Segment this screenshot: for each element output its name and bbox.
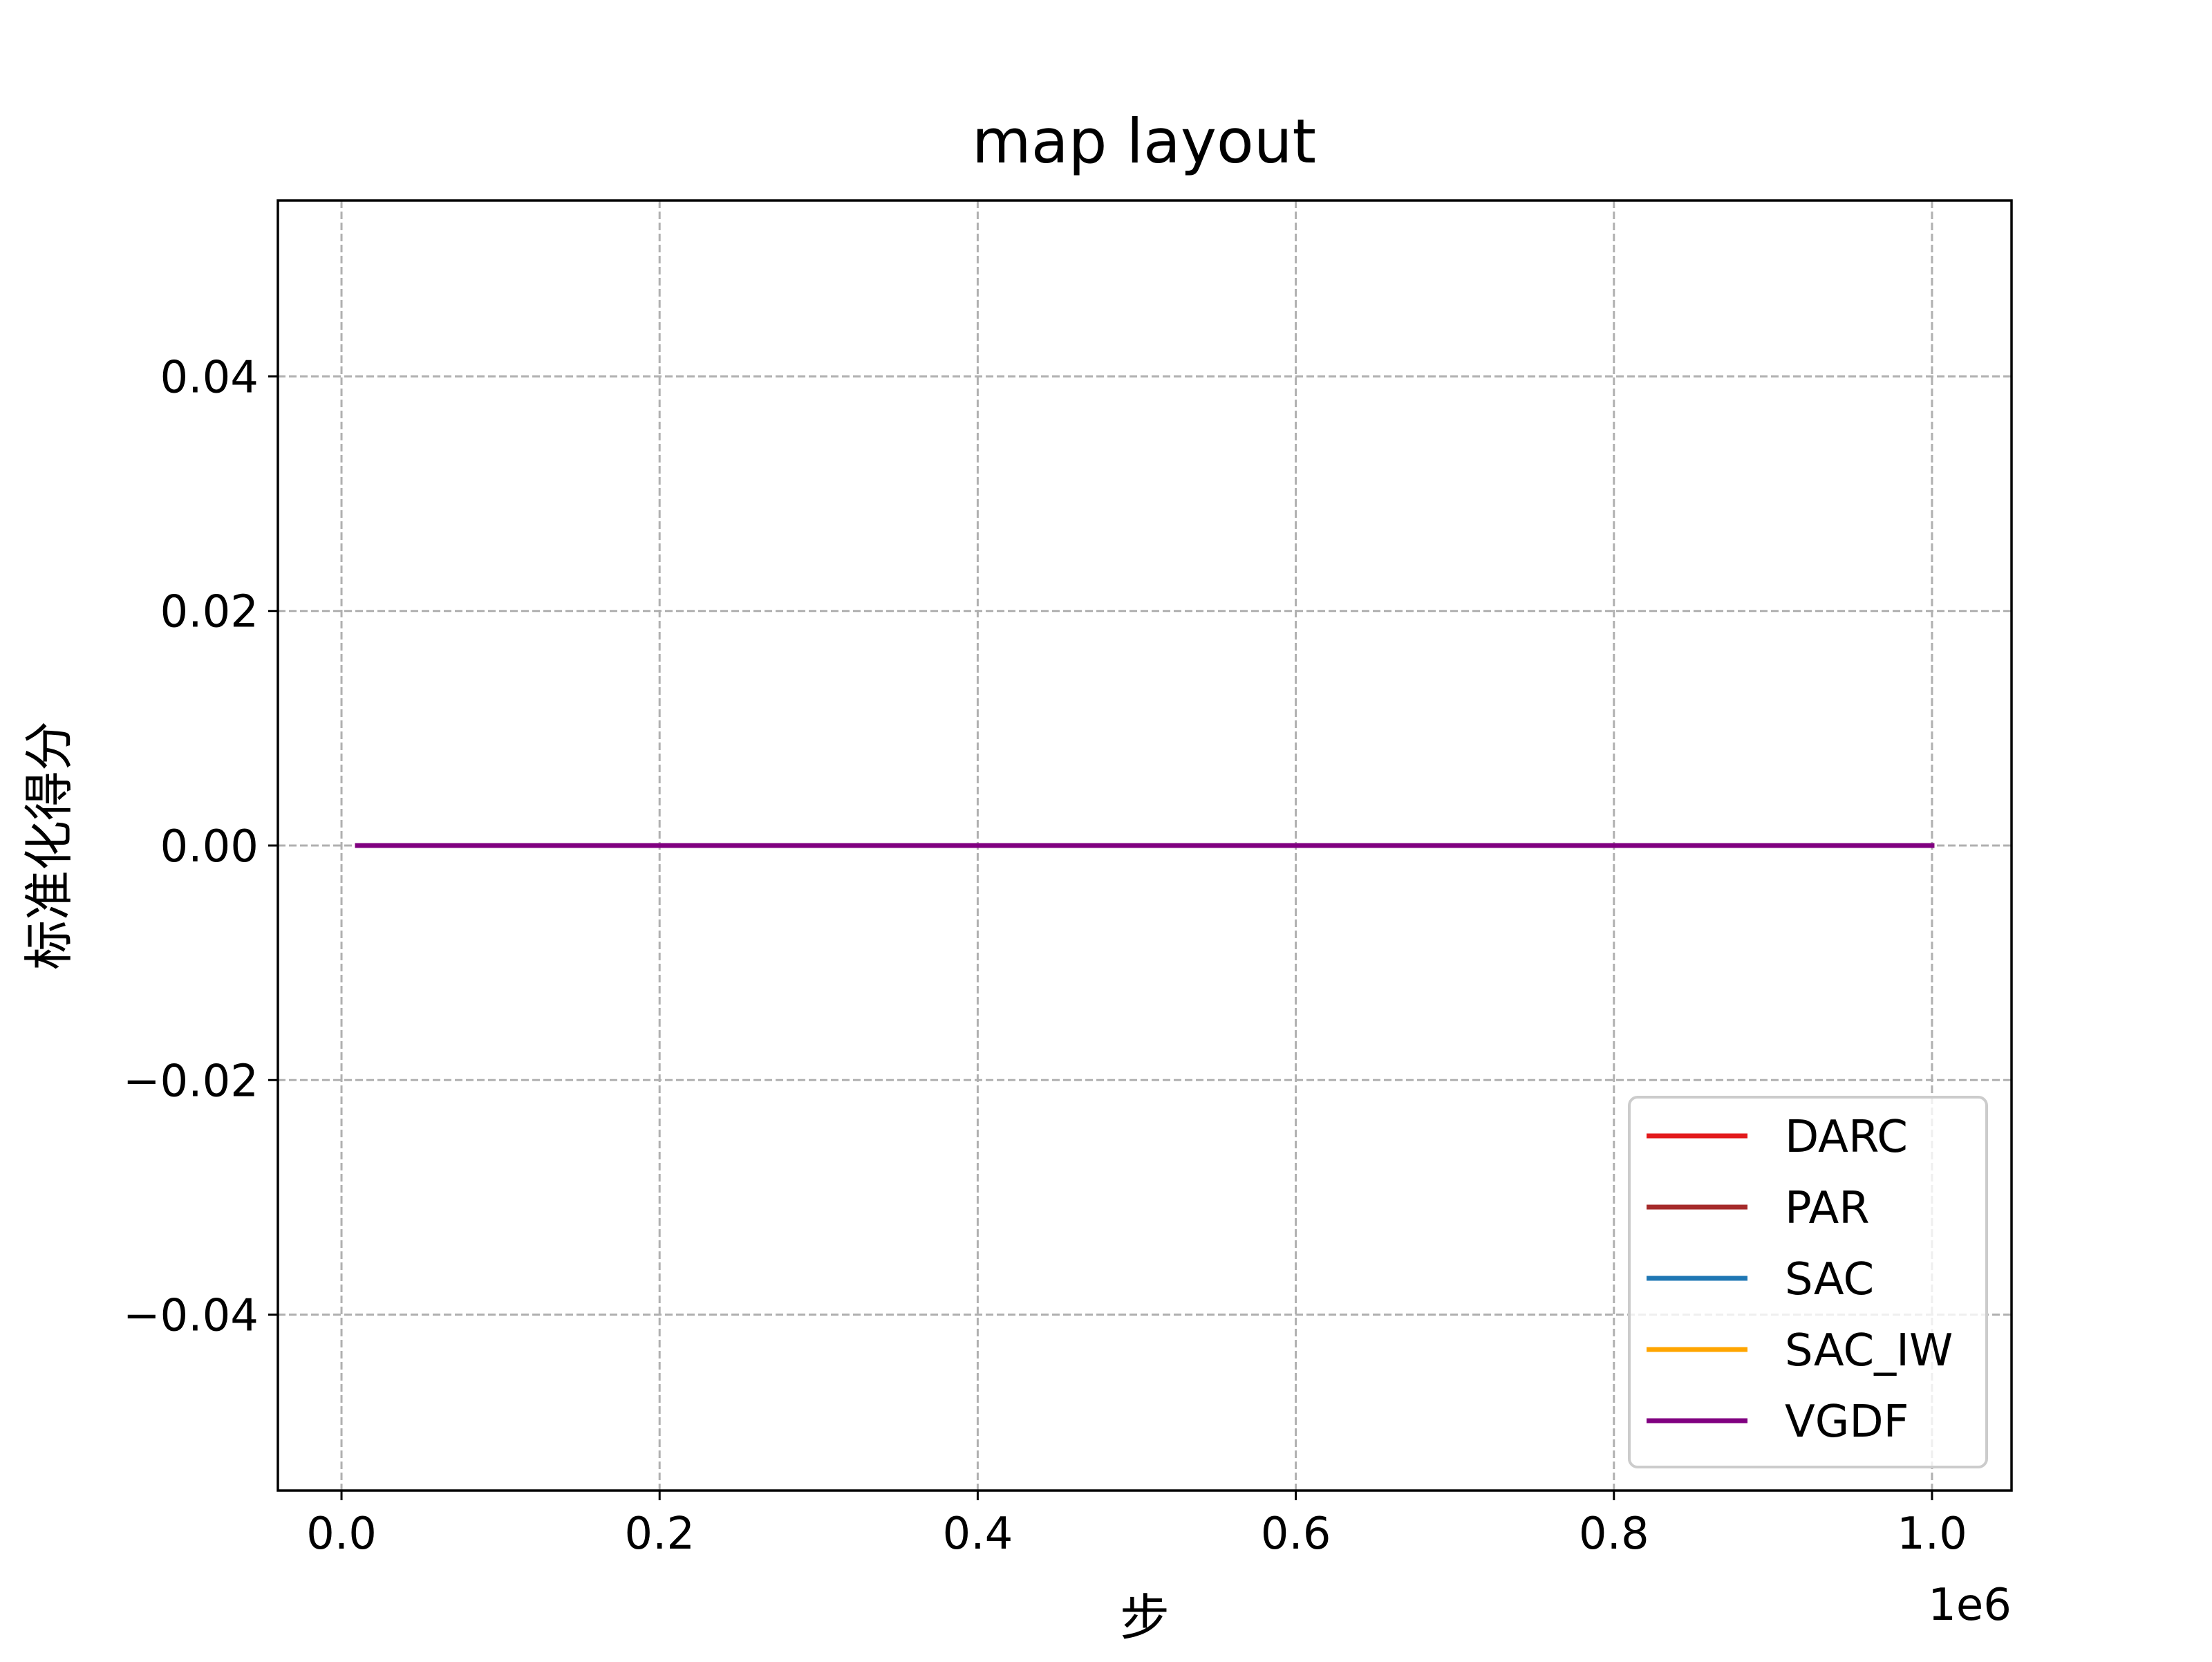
y-tick-label: −0.04 (123, 1291, 259, 1342)
x-axis-label: 步 (1120, 1589, 1170, 1647)
legend-label-sac: SAC (1785, 1254, 1874, 1305)
legend-items: DARC PAR SAC SAC_IW VGDF (1647, 1112, 1953, 1448)
legend-label-vgdf: VGDF (1785, 1397, 1909, 1448)
legend-label-par: PAR (1785, 1183, 1870, 1234)
x-tick-label: 0.0 (306, 1509, 377, 1560)
legend-box (1628, 1096, 1988, 1468)
legend-label-darc: DARC (1785, 1112, 1908, 1163)
y-tick-label: 0.04 (160, 352, 259, 403)
y-tick-label: 0.02 (160, 587, 259, 638)
x-tick-label: 0.6 (1261, 1509, 1331, 1560)
x-tick-label: 0.4 (943, 1509, 1013, 1560)
x-tick-label: 0.2 (624, 1509, 695, 1560)
x-axis: 0.0 0.2 0.4 0.6 0.8 1.0 (306, 1491, 1967, 1560)
y-tick-label: −0.02 (123, 1056, 259, 1107)
y-axis: 0.04 0.02 0.00 −0.02 −0.04 (123, 352, 278, 1342)
x-tick-label: 1.0 (1897, 1509, 1967, 1560)
legend-label-sac-iw: SAC_IW (1785, 1325, 1953, 1376)
y-tick-label: 0.00 (160, 821, 259, 872)
y-axis-label: 标准化得分 (20, 721, 78, 970)
chart-title: map layout (972, 106, 1316, 177)
x-tick-label: 0.8 (1579, 1509, 1649, 1560)
legend: DARC PAR SAC SAC_IW VGDF (1628, 1096, 1988, 1468)
x-axis-offset-label: 1e6 (1928, 1580, 2012, 1631)
